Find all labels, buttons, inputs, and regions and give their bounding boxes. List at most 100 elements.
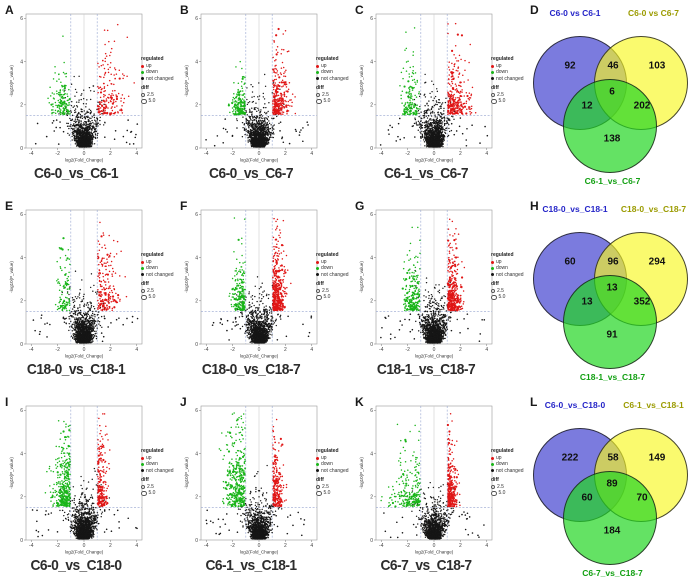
volcano-plot-canvas — [352, 202, 502, 366]
panel-letter: I — [5, 395, 9, 409]
up-dot-icon — [316, 260, 319, 264]
venn-count-blue-green: 13 — [581, 296, 593, 308]
legend-item-label: 5.0 — [498, 98, 506, 105]
venn-count-yellow-green: 352 — [633, 296, 651, 308]
venn-set-label-blue: C18-0_vs_C18-1 — [542, 204, 608, 214]
legend-item-label: down — [496, 69, 508, 76]
venn-diagram: 222 58 149 60 89 70 184 — [525, 392, 700, 588]
legend-item-label: 5.0 — [323, 490, 331, 497]
venn-count-yellow-only: 294 — [648, 256, 666, 268]
legend-item-label: up — [146, 455, 152, 462]
panel-letter: A — [5, 3, 14, 17]
legend-item-label: down — [146, 265, 158, 272]
legend-diff-small: 2.5 — [491, 288, 525, 294]
comparison-label: C18-0_vs_C18-7 — [201, 361, 301, 378]
legend-item-label: 2.5 — [497, 92, 504, 99]
legend-item-label: 2.5 — [322, 288, 329, 295]
legend-item-down: down — [491, 461, 525, 467]
size-ring-icon — [316, 490, 322, 497]
legend-title-diff: diff — [141, 476, 149, 483]
comparison-label: C6-0_vs_C6-1 — [34, 165, 118, 182]
venn-count-center: 89 — [606, 478, 618, 490]
legend-item-up: up — [491, 455, 525, 461]
venn-count-blue-only: 60 — [564, 256, 576, 268]
size-ring-icon — [141, 98, 147, 105]
panel-letter: B — [180, 3, 189, 17]
volcano-plot-canvas — [2, 202, 152, 366]
panel-E-volcano: E regulated up down not changed diff 2.5… — [0, 196, 175, 392]
panel-L-venn: L C6-0_vs_C18-0 C6-1_vs_C18-1 222 58 149… — [525, 392, 700, 588]
legend-item-label: 2.5 — [322, 484, 329, 491]
legend-title-regulated: regulated — [141, 56, 164, 62]
legend-item-label: 2.5 — [147, 92, 154, 99]
panel-H-venn: H C18-0_vs_C18-1 C18-0_vs_C18-7 60 96 29… — [525, 196, 700, 392]
volcano-plot-canvas — [177, 6, 327, 170]
up-dot-icon — [316, 456, 319, 460]
legend-item-label: up — [496, 259, 502, 266]
size-ring-icon — [141, 485, 145, 490]
legend-item-not-changed: not changed — [141, 468, 175, 474]
comparison-label: C6-1_vs_C6-7 — [384, 165, 468, 182]
legend-title-diff: diff — [491, 476, 499, 483]
panel-D-venn: D C6-0 vs C6-1 C6-0 vs C6-7 92 46 103 12… — [525, 0, 700, 196]
legend-title-regulated: regulated — [141, 252, 164, 258]
legend-item-label: 2.5 — [147, 288, 154, 295]
volcano-legend: regulated up down not changed diff 2.5 5… — [491, 448, 525, 496]
legend-diff-large: 5.0 — [491, 98, 525, 104]
legend-item-label: up — [146, 259, 152, 266]
venn-diagram: 60 96 294 13 13 352 91 — [525, 196, 700, 392]
size-ring-icon — [316, 485, 320, 490]
legend-item-not-changed: not changed — [316, 76, 350, 82]
size-ring-icon — [316, 93, 320, 98]
legend-title-diff: diff — [316, 280, 324, 287]
legend-item-up: up — [491, 259, 525, 265]
panel-letter: C — [355, 3, 364, 17]
legend-diff-large: 5.0 — [141, 98, 175, 104]
legend-item-label: not changed — [496, 467, 524, 474]
volcano-legend: regulated up down not changed diff 2.5 5… — [491, 56, 525, 104]
comparison-label: C18-0_vs_C18-1 — [26, 361, 126, 378]
legend-item-label: not changed — [321, 75, 349, 82]
legend-item-label: 5.0 — [148, 294, 156, 301]
legend-item-label: down — [146, 69, 158, 76]
legend-diff-large: 5.0 — [491, 490, 525, 496]
panel-K-volcano: K regulated up down not changed diff 2.5… — [350, 392, 525, 588]
legend-item-label: 2.5 — [497, 484, 504, 491]
down-dot-icon — [141, 71, 144, 74]
legend-item-label: up — [321, 63, 327, 70]
panel-C-volcano: C regulated up down not changed diff 2.5… — [350, 0, 525, 196]
comparison-label: C18-1_vs_C18-7 — [376, 361, 476, 378]
down-dot-icon — [316, 71, 319, 74]
not-changed-dot-icon — [316, 77, 319, 81]
legend-item-not-changed: not changed — [491, 468, 525, 474]
panel-A-volcano: A regulated up down not changed diff 2.5… — [0, 0, 175, 196]
venn-diagram: 92 46 103 12 6 202 138 — [525, 0, 700, 196]
size-ring-icon — [141, 93, 145, 98]
size-ring-icon — [491, 294, 497, 301]
venn-count-blue-only: 222 — [561, 452, 579, 464]
legend-item-label: 5.0 — [148, 98, 156, 105]
comparison-label: C6-1_vs_C18-1 — [205, 557, 297, 574]
down-dot-icon — [316, 267, 319, 270]
panel-letter: G — [355, 199, 365, 213]
legend-diff-large: 5.0 — [491, 294, 525, 300]
legend-title-regulated: regulated — [491, 56, 514, 62]
venn-circle-green — [563, 275, 657, 369]
legend-item-not-changed: not changed — [141, 76, 175, 82]
panel-letter: E — [5, 199, 14, 213]
up-dot-icon — [141, 64, 144, 68]
legend-item-label: up — [496, 63, 502, 70]
legend-item-label: down — [321, 461, 333, 468]
legend-diff-small: 2.5 — [141, 288, 175, 294]
volcano-plot-canvas — [352, 398, 502, 562]
size-ring-icon — [141, 490, 147, 497]
legend-item-label: down — [146, 461, 158, 468]
legend-item-not-changed: not changed — [491, 76, 525, 82]
panel-F-volcano: F regulated up down not changed diff 2.5… — [175, 196, 350, 392]
down-dot-icon — [141, 267, 144, 270]
volcano-legend: regulated up down not changed diff 2.5 5… — [316, 252, 350, 300]
comparison-label: C6-7_vs_C18-7 — [380, 557, 472, 574]
venn-count-blue-yellow: 46 — [607, 60, 619, 72]
size-ring-icon — [316, 294, 322, 301]
venn-count-green-only: 138 — [603, 133, 621, 145]
